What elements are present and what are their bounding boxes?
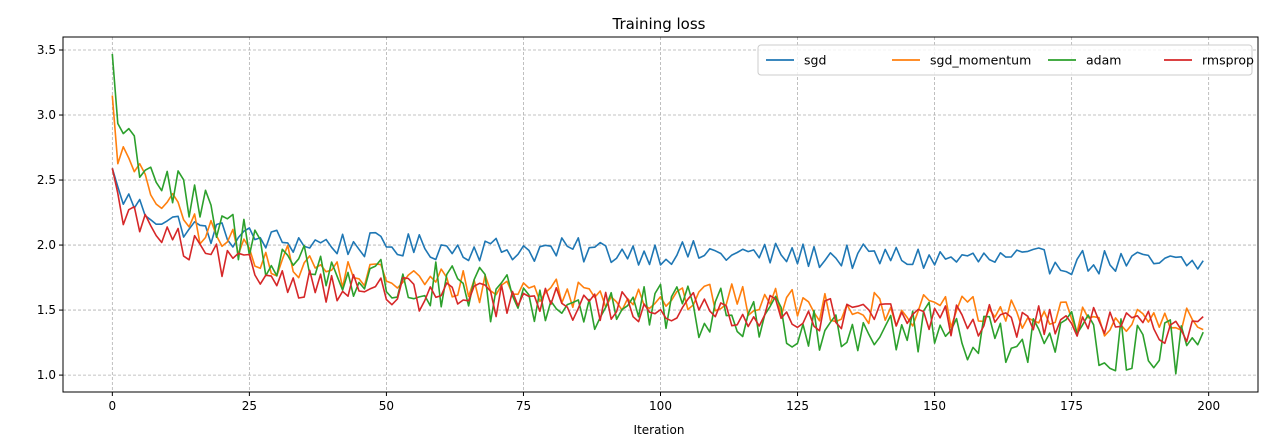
x-tick-label: 100	[649, 399, 672, 413]
x-tick-label: 150	[923, 399, 946, 413]
series-line-sgd	[111, 168, 1204, 276]
legend-box	[757, 44, 1253, 76]
series-line-sgd-momentum	[111, 95, 1204, 337]
series-line-adam	[111, 53, 1204, 375]
x-tick-label: 0	[109, 399, 117, 413]
y-tick-label: 2.5	[37, 173, 56, 187]
series-line-rmsprop	[111, 168, 1204, 345]
x-axis: 0 25 50 75 100 125 150 175 200	[109, 392, 1220, 413]
legend-label-sgd: sgd	[804, 53, 826, 68]
y-tick-label: 1.5	[37, 303, 56, 317]
x-tick-label: 75	[516, 399, 531, 413]
legend-label-rmsprop: rmsprop	[1202, 53, 1254, 68]
chart-title: Training loss	[612, 15, 706, 33]
legend-label-sgd-momentum: sgd_momentum	[930, 53, 1031, 68]
x-tick-label: 125	[786, 399, 809, 413]
series-lines	[111, 53, 1204, 375]
y-tick-label: 2.0	[37, 238, 56, 252]
y-tick-label: 3.0	[37, 108, 56, 122]
y-axis: 1.0 1.5 2.0 2.5 3.0 3.5	[37, 43, 63, 382]
grid-lines	[63, 37, 1258, 392]
x-tick-label: 200	[1197, 399, 1220, 413]
y-tick-label: 1.0	[37, 368, 56, 382]
legend: sgd sgd_momentum adam rmsprop	[757, 44, 1254, 76]
x-tick-label: 175	[1060, 399, 1083, 413]
x-tick-label: 25	[242, 399, 257, 413]
x-axis-label: Iteration	[634, 423, 685, 437]
x-tick-label: 50	[379, 399, 394, 413]
legend-label-adam: adam	[1086, 53, 1121, 68]
y-tick-label: 3.5	[37, 43, 56, 57]
